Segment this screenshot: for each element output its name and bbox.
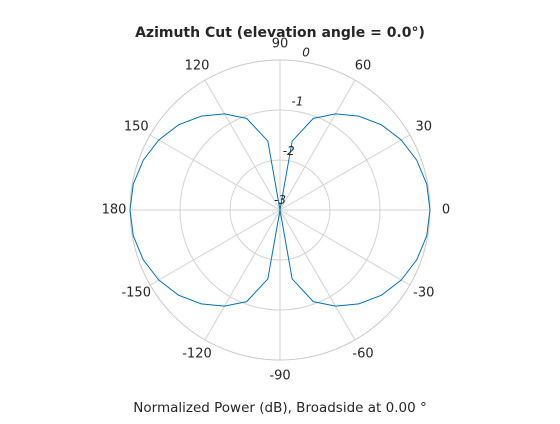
series-line-0 <box>129 113 431 307</box>
series-layer <box>129 113 431 307</box>
angle-tick-label-150: 150 <box>124 120 149 135</box>
radial-tick-label--2: -2 <box>283 144 295 158</box>
spoke-60 <box>279 79 356 211</box>
angle-tick-label--150: -150 <box>121 286 151 301</box>
angle-tick-label--60: -60 <box>352 346 373 361</box>
spoke-120 <box>204 79 281 211</box>
chart-title: Azimuth Cut (elevation angle = 0.0°) <box>135 25 425 41</box>
angle-tick-label-30: 30 <box>415 120 432 135</box>
tick-labels: 0 30 60 90 120 150 180 -150 -120 -90 -60 -30 -3 -2 -1 0 <box>102 37 451 384</box>
angle-tick-label-60: 60 <box>355 59 372 74</box>
angle-tick-label-90: 90 <box>272 37 289 52</box>
ring--1 <box>179 109 381 311</box>
radial-tick-label--1: -1 <box>291 95 303 109</box>
radial-tick-label-0: 0 <box>302 45 310 59</box>
angle-tick-label--120: -120 <box>182 346 212 361</box>
angle-tick-label-120: 120 <box>185 59 210 74</box>
spoke--150 <box>149 209 281 286</box>
angle-tick-label--90: -90 <box>269 369 290 384</box>
spoke-150 <box>149 134 281 211</box>
spoke-30 <box>279 134 411 211</box>
chart-caption: Normalized Power (dB), Broadside at 0.00… <box>133 400 426 416</box>
angle-tick-label-180: 180 <box>102 203 127 218</box>
spoke--60 <box>279 209 356 341</box>
spoke--30 <box>279 209 411 286</box>
ring--2 <box>229 159 331 261</box>
angle-tick-label--30: -30 <box>413 286 434 301</box>
radial-tick-label--3: -3 <box>274 193 286 207</box>
angle-tick-label-0: 0 <box>442 203 450 218</box>
spoke--120 <box>204 209 281 341</box>
